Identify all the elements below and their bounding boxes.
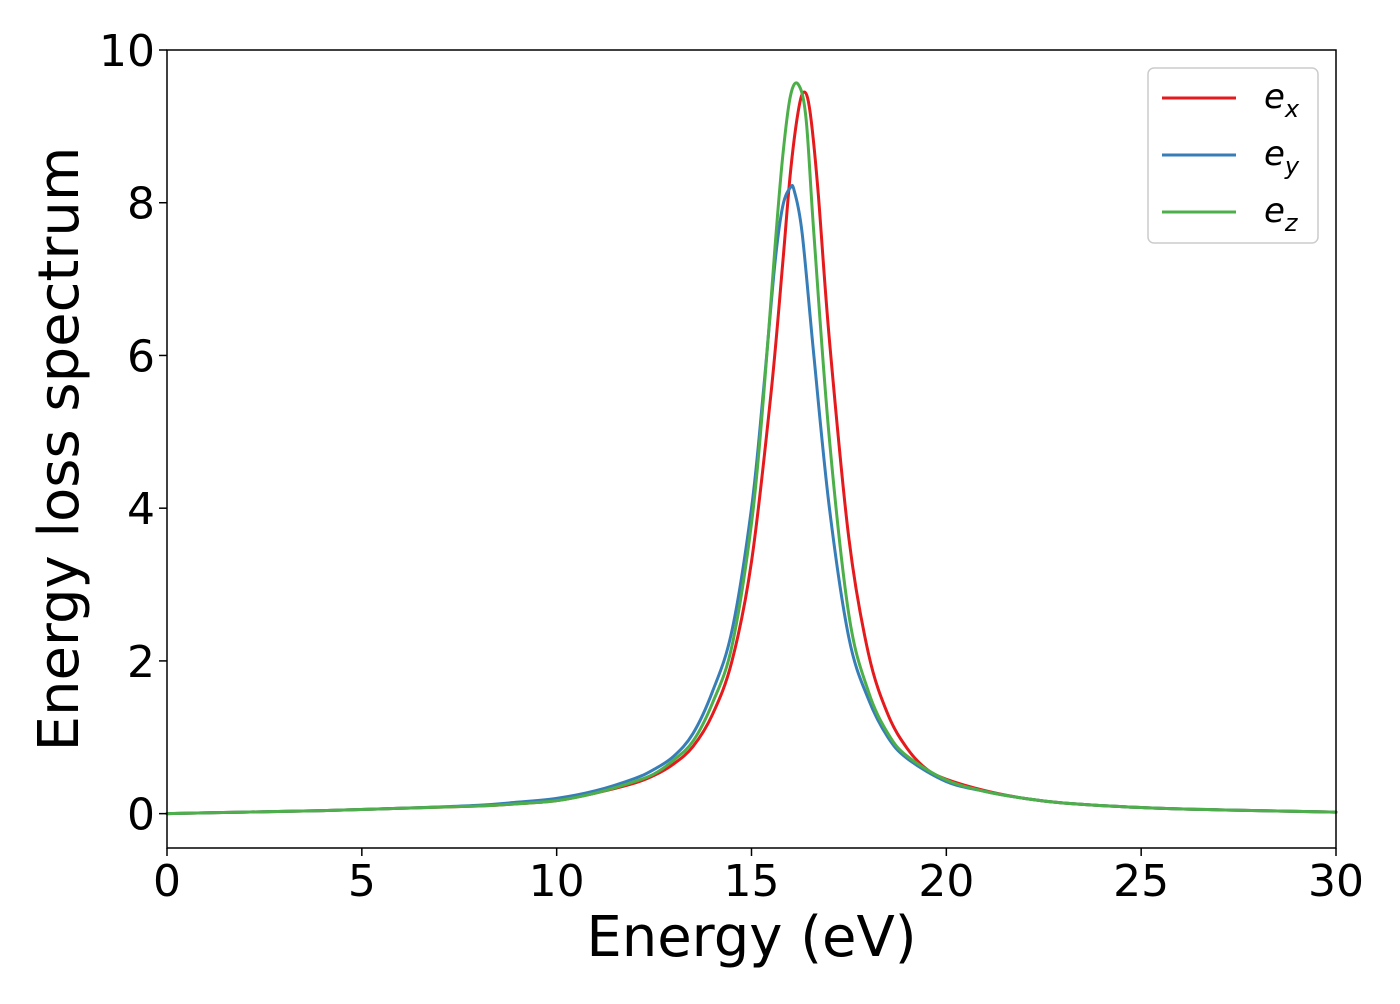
- tick-layer: 0 5 10 15 20 25 30 0 2 4 6 8 10: [99, 26, 1364, 907]
- series-layer: [165, 81, 1338, 816]
- y-tick-label: 4: [127, 484, 155, 535]
- x-tick-label: 0: [153, 856, 181, 907]
- legend-label-y: ey: [1264, 134, 1300, 180]
- x-axis-label: Energy (eV): [586, 905, 916, 970]
- x-tick-label: 20: [918, 856, 974, 907]
- y-tick-label: 8: [127, 179, 155, 230]
- series-line-y: [165, 184, 1338, 816]
- x-tick-label: 30: [1308, 856, 1364, 907]
- legend: ex ey ez: [1147, 67, 1319, 244]
- series-line-z: [165, 81, 1338, 816]
- x-tick-label: 5: [348, 856, 376, 907]
- y-axis-label: Energy loss spectrum: [27, 147, 92, 752]
- y-tick-label: 0: [127, 790, 155, 841]
- legend-label-x: ex: [1264, 77, 1300, 123]
- legend-label-z: ez: [1264, 191, 1299, 237]
- x-tick-label: 25: [1113, 856, 1169, 907]
- y-tick-label: 6: [127, 331, 155, 382]
- x-tick-label: 10: [529, 856, 585, 907]
- y-tick-label: 10: [99, 26, 155, 77]
- x-tick-label: 15: [724, 856, 780, 907]
- y-tick-label: 2: [127, 637, 155, 688]
